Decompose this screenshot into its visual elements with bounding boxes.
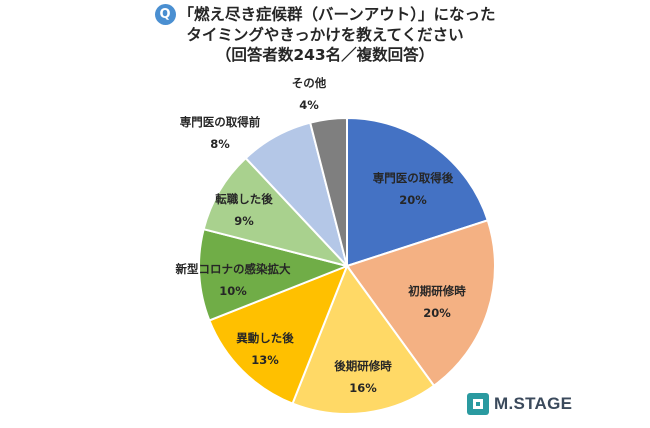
- slice-label-3: 後期研修時: [334, 359, 392, 373]
- pie-slice-8: [308, 116, 348, 267]
- title-line-1: Q 「燃え尽き症候群（バーンアウト）」になった: [0, 4, 650, 25]
- slice-label-4: 異動した後: [236, 331, 294, 345]
- pie-slice-6: [202, 156, 351, 268]
- slice-label-7: 専門医の取得前: [180, 115, 261, 129]
- brand-name: M.STAGE: [494, 394, 573, 413]
- m-stage-logo-icon: [467, 393, 489, 415]
- pie-slice-2: [345, 219, 496, 388]
- brand-logo: M.STAGE: [466, 392, 572, 416]
- slice-label-6: 転職した後: [215, 192, 273, 206]
- pie-slices: [197, 116, 496, 415]
- slice-label-5: 新型コロナの感染拡大: [176, 262, 291, 276]
- slice-value-4: 13%: [251, 353, 279, 367]
- chart-title: Q 「燃え尽き症候群（バーンアウト）」になった タイミングやきっかけを教えてくださ…: [0, 4, 650, 65]
- pie-slice-5: [197, 227, 351, 322]
- slice-value-3: 16%: [349, 381, 377, 395]
- pie-slice-3: [291, 263, 436, 415]
- slice-label-8: その他: [292, 76, 327, 90]
- slice-value-7: 8%: [210, 137, 230, 151]
- slice-label-1: 専門医の取得後: [373, 171, 454, 185]
- slice-value-1: 20%: [399, 193, 427, 207]
- slice-value-2: 20%: [423, 306, 451, 320]
- slice-label-2: 初期研修時: [408, 284, 466, 298]
- question-badge: Q: [154, 4, 176, 25]
- pie-slice-1: [346, 116, 490, 268]
- slice-value-8: 4%: [299, 98, 319, 112]
- title-line-3: （回答者数243名／複数回答）: [215, 46, 435, 64]
- slice-value-6: 9%: [234, 214, 254, 228]
- slice-value-5: 10%: [219, 284, 247, 298]
- pie-labels: 専門医の取得後 20% 初期研修時 20% 後期研修時 16% 異動した後 13% 新型コロナの…: [176, 76, 467, 395]
- title-text-1: 「燃え尽き症候群（バーンアウト）」になった: [178, 5, 496, 24]
- pie-slice-4: [208, 264, 349, 405]
- title-line-2: タイミングやきっかけを教えてください: [186, 26, 464, 44]
